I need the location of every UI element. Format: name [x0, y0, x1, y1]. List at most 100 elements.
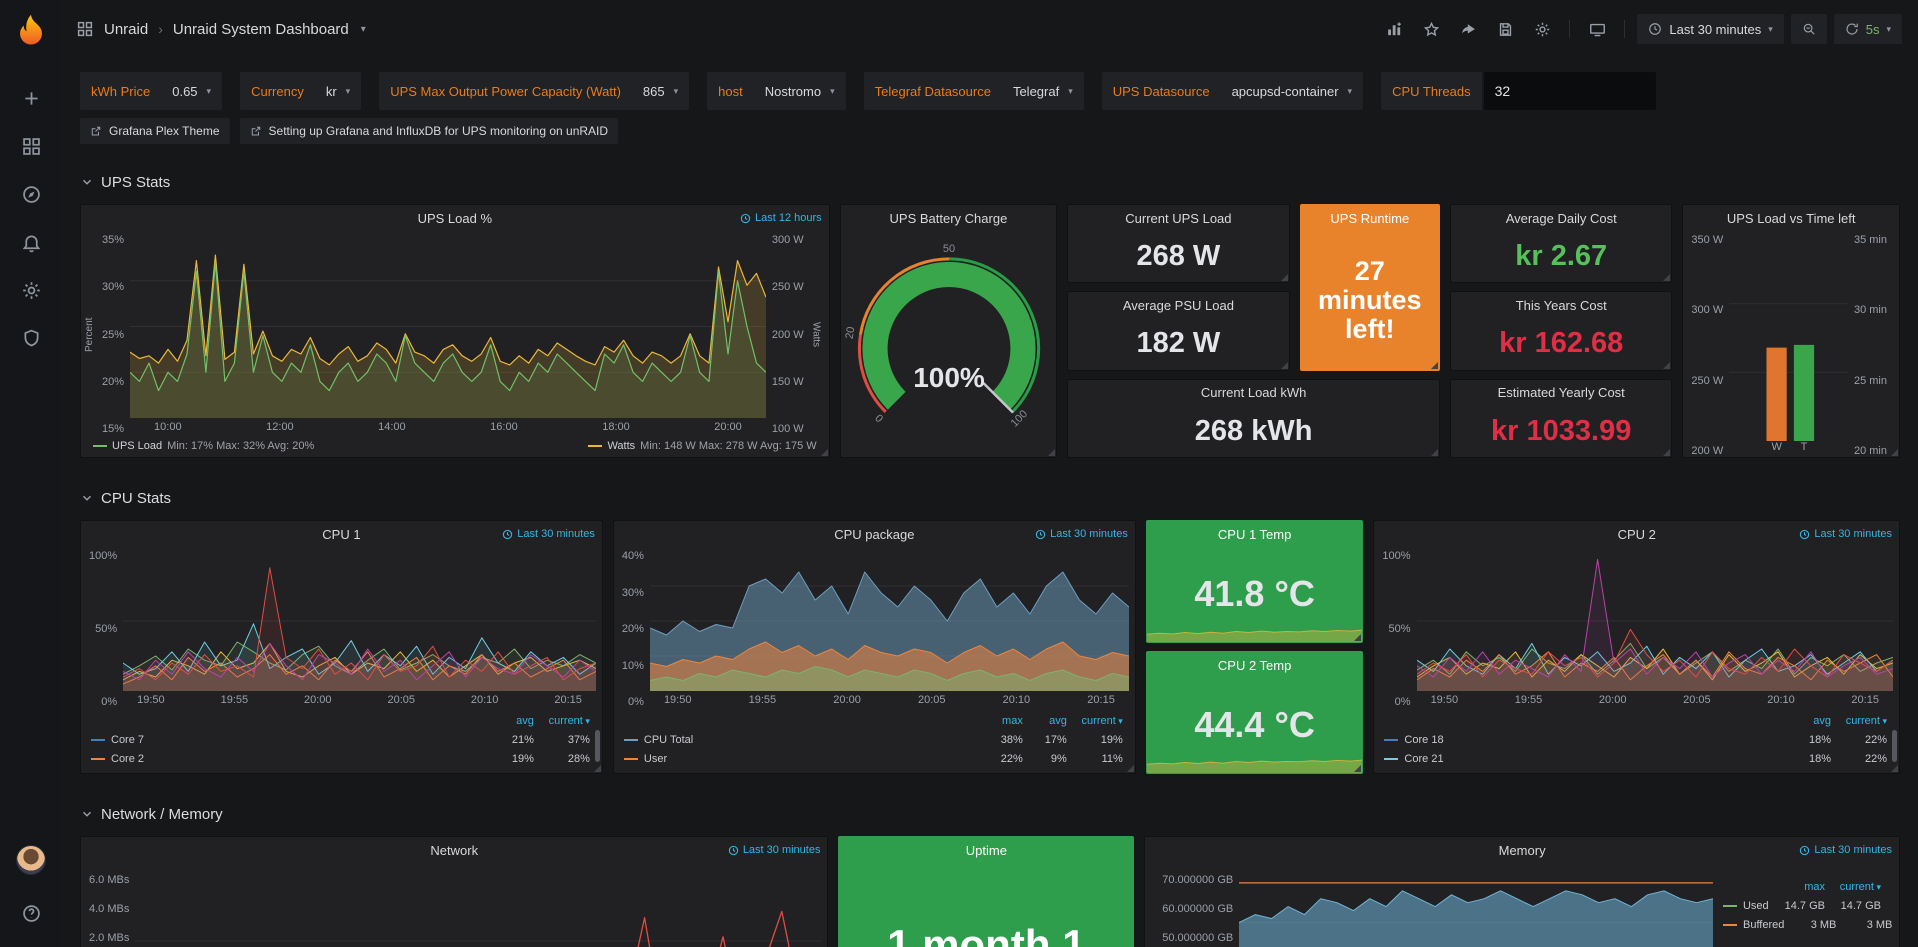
variable-value-dropdown[interactable]: Telegraf ▾: [1012, 83, 1073, 99]
panel-title[interactable]: UPS Load % Last 12 hours: [81, 205, 829, 231]
create-icon[interactable]: [20, 87, 42, 109]
legend-sort-current[interactable]: current: [1825, 881, 1881, 893]
panel-cpu-1: CPU 1 Last 30 minutes 100% 50% 0%: [80, 520, 603, 774]
cpu2-chart[interactable]: [1416, 551, 1893, 691]
cpu1-chart[interactable]: [123, 551, 597, 691]
variable-kwh-price: kWh Price 0.65 ▾: [80, 72, 223, 110]
panel-title[interactable]: This Years Cost: [1515, 297, 1607, 313]
variable-label: CPU Threads: [1381, 72, 1482, 110]
panel-title[interactable]: Average Daily Cost: [1505, 210, 1617, 226]
legend-sort-current[interactable]: current: [1067, 715, 1123, 727]
variable-value-dropdown[interactable]: apcupsd-container ▾: [1231, 83, 1353, 99]
legend-series[interactable]: CPU Total: [623, 734, 975, 746]
legend-sort-current[interactable]: current: [1831, 715, 1887, 727]
link-ups-monitoring-guide[interactable]: Setting up Grafana and InfluxDB for UPS …: [239, 118, 619, 144]
breadcrumb-folder[interactable]: Unraid: [104, 20, 149, 38]
svg-text:20: 20: [843, 326, 857, 340]
panel-title[interactable]: Current Load kWh: [1200, 385, 1307, 401]
panel-title[interactable]: CPU 1 Temp: [1217, 526, 1292, 542]
legend-sort-max[interactable]: max: [1804, 880, 1825, 893]
network-chart[interactable]: [135, 867, 822, 947]
link-grafana-plex-theme[interactable]: Grafana Plex Theme: [80, 118, 230, 144]
legend-item[interactable]: UPS Load Min: 17% Max: 32% Avg: 20%: [93, 440, 314, 452]
panel-cpu1-temp: CPU 1 Temp 41.8 °C: [1145, 520, 1364, 643]
navbar: Unraid › Unraid System Dashboard ▾: [62, 0, 1918, 58]
row-header-cpu-stats[interactable]: CPU Stats: [80, 486, 1900, 510]
panel-title[interactable]: UPS Runtime: [1330, 210, 1410, 226]
ups-load-time-bar-chart[interactable]: [1729, 235, 1849, 441]
star-button[interactable]: [1416, 14, 1446, 44]
stat-value: 27 minutes left!: [1318, 255, 1422, 344]
time-range-picker[interactable]: Last 30 minutes ▾: [1637, 14, 1784, 44]
row-header-network-memory[interactable]: Network / Memory: [80, 802, 1900, 826]
sidebar: [0, 0, 62, 947]
cycle-view-tv-icon[interactable]: [1582, 14, 1612, 44]
legend-sort-max[interactable]: max: [1002, 714, 1023, 727]
panel-title[interactable]: CPU 2 Temp: [1217, 657, 1292, 673]
breadcrumb-dashboard-title[interactable]: Unraid System Dashboard: [172, 20, 349, 38]
panel-title[interactable]: Average PSU Load: [1122, 297, 1234, 313]
memory-chart[interactable]: [1239, 867, 1714, 947]
panel-title[interactable]: CPU 1 Last 30 minutes: [81, 521, 602, 547]
legend-scrollbar[interactable]: [1892, 730, 1897, 762]
zoom-out-button[interactable]: [1790, 14, 1827, 44]
panel-title[interactable]: Estimated Yearly Cost: [1497, 385, 1625, 401]
admin-shield-icon[interactable]: [20, 327, 42, 349]
chevron-down-icon: [83, 811, 91, 817]
cpu-package-chart[interactable]: [649, 551, 1129, 691]
refresh-picker[interactable]: 5s ▾: [1833, 14, 1902, 44]
series-color-dash: [1722, 904, 1737, 907]
share-button[interactable]: [1453, 14, 1483, 44]
variable-label: Currency: [251, 83, 304, 99]
y-axis-left: 40% 30% 20% 10% 0%: [621, 550, 644, 708]
variable-value-dropdown[interactable]: Nostromo ▾: [764, 83, 835, 99]
chevron-down-icon: ▾: [673, 85, 679, 96]
legend-series[interactable]: Core 21: [1384, 753, 1779, 765]
legend-row: CPU Total 38% 17% 19%: [623, 730, 1123, 749]
alerting-bell-icon[interactable]: [20, 231, 42, 253]
legend-scrollbar[interactable]: [594, 730, 600, 762]
save-button[interactable]: [1490, 14, 1520, 44]
user-avatar[interactable]: [16, 845, 46, 875]
row-header-ups-stats[interactable]: UPS Stats: [80, 170, 1900, 194]
chevron-down-icon: ▾: [1886, 23, 1891, 34]
cpu-threads-input[interactable]: [1483, 72, 1656, 110]
panel-title[interactable]: Current UPS Load: [1125, 210, 1232, 226]
dashboards-icon[interactable]: [20, 135, 42, 157]
legend-sort-avg[interactable]: avg: [516, 714, 534, 727]
legend-sort-avg[interactable]: avg: [1813, 714, 1831, 727]
variable-value-dropdown[interactable]: kr ▾: [325, 83, 351, 99]
legend-series[interactable]: Core 2: [91, 753, 482, 765]
add-panel-button[interactable]: [1379, 14, 1409, 44]
variable-value-dropdown[interactable]: 865 ▾: [642, 83, 679, 99]
variable-value-dropdown[interactable]: 0.65 ▾: [172, 83, 212, 99]
legend-series[interactable]: Core 18: [1384, 734, 1779, 746]
dashboard-title-caret-icon[interactable]: ▾: [360, 23, 366, 35]
help-icon[interactable]: [20, 902, 42, 924]
panel-title[interactable]: Memory Last 30 minutes: [1145, 837, 1899, 863]
dashboard-settings-gear-icon[interactable]: [1527, 14, 1557, 44]
legend-sort-current[interactable]: current: [534, 715, 590, 727]
panel-title[interactable]: UPS Load vs Time left: [1726, 210, 1856, 226]
panel-title[interactable]: Uptime: [965, 842, 1007, 858]
panel-title[interactable]: CPU package Last 30 minutes: [614, 521, 1135, 547]
grafana-logo[interactable]: [13, 12, 49, 48]
legend-item[interactable]: Watts Min: 148 W Max: 278 W Avg: 175 W: [588, 440, 817, 452]
legend-series[interactable]: Core 7: [91, 734, 482, 746]
dashboard-grid-icon[interactable]: [76, 20, 94, 38]
chevron-down-icon: ▾: [830, 85, 835, 96]
legend-series[interactable]: User: [623, 753, 975, 765]
panel-title[interactable]: Network Last 30 minutes: [81, 837, 827, 863]
configuration-gear-icon[interactable]: [20, 279, 42, 301]
variable-label: host: [718, 83, 743, 99]
panel-title[interactable]: CPU 2 Last 30 minutes: [1374, 521, 1899, 547]
legend-series[interactable]: Buffered: [1722, 919, 1784, 931]
legend-series[interactable]: Used: [1722, 900, 1773, 912]
ups-load-chart[interactable]: [130, 235, 767, 418]
legend-sort-avg[interactable]: avg: [1049, 714, 1067, 727]
explore-compass-icon[interactable]: [20, 183, 42, 205]
panel-current-ups-load: Current UPS Load 268 W: [1067, 204, 1290, 284]
variable-label: kWh Price: [91, 83, 151, 99]
panel-title[interactable]: UPS Battery Charge: [889, 210, 1008, 226]
